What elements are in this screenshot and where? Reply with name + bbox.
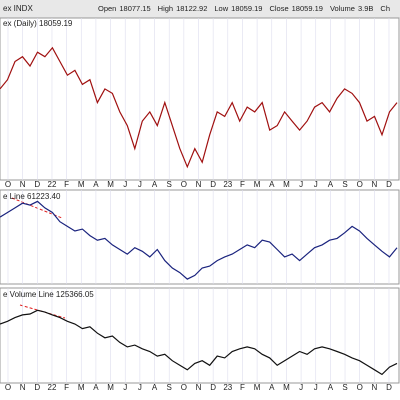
x-tick-label: O: [181, 180, 187, 189]
x-tick-label: A: [269, 180, 275, 189]
x-tick-label: J: [314, 383, 318, 392]
x-tick-label: S: [167, 180, 172, 189]
x-tick-label: A: [328, 383, 334, 392]
x-tick-label: N: [20, 180, 26, 189]
x-tick-label: J: [138, 383, 142, 392]
x-tick-label: 22: [48, 180, 57, 189]
panel-frame: [0, 189, 400, 285]
panel-title: ex INDX: [3, 4, 33, 13]
header-bar: [0, 0, 400, 18]
x-tick-label: N: [371, 383, 377, 392]
x-tick-label: O: [357, 180, 363, 189]
x-tick-label: 22: [48, 383, 57, 392]
x-tick-label: D: [386, 383, 392, 392]
x-tick-label: A: [152, 383, 158, 392]
panel-frame: [0, 17, 400, 181]
x-tick-label: N: [196, 180, 202, 189]
field-value: 18059.19: [292, 4, 323, 13]
x-tick-label: J: [299, 383, 303, 392]
x-tick-label: J: [123, 180, 127, 189]
price-line: [0, 309, 398, 376]
trend-line: [11, 197, 63, 219]
price-line: [0, 46, 398, 169]
field-label: Close: [269, 4, 288, 13]
x-tick-label: A: [93, 180, 99, 189]
x-tick-label: M: [254, 383, 261, 392]
x-tick-label: M: [283, 383, 290, 392]
field-value: 18077.15: [119, 4, 150, 13]
field-value: 3.9B: [358, 4, 373, 13]
x-tick-label: F: [240, 180, 245, 189]
x-tick-label: 23: [223, 383, 232, 392]
field-value: 18122.92: [176, 4, 207, 13]
x-tick-label: M: [283, 180, 290, 189]
x-tick-label: S: [342, 383, 347, 392]
x-tick-label: D: [34, 180, 40, 189]
x-tick-label: A: [269, 383, 275, 392]
x-tick-label: M: [107, 383, 114, 392]
x-tick-label: F: [240, 383, 245, 392]
x-tick-label: O: [181, 383, 187, 392]
panel-title: e Line 61223.40: [3, 192, 61, 201]
x-tick-label: A: [93, 383, 99, 392]
field-label: Ch: [380, 4, 390, 13]
x-tick-label: D: [210, 180, 216, 189]
x-tick-label: M: [107, 180, 114, 189]
field-label: Open: [98, 4, 116, 13]
x-tick-label: S: [342, 180, 347, 189]
x-tick-label: M: [78, 180, 85, 189]
field-value: 18059.19: [231, 4, 262, 13]
x-tick-label: D: [34, 383, 40, 392]
x-tick-label: A: [328, 180, 334, 189]
field-label: High: [158, 4, 173, 13]
x-tick-label: O: [5, 383, 11, 392]
x-tick-label: O: [5, 180, 11, 189]
x-tick-label: J: [138, 180, 142, 189]
trend-line: [19, 304, 66, 319]
x-tick-label: N: [20, 383, 26, 392]
x-tick-label: N: [196, 383, 202, 392]
x-tick-label: F: [64, 383, 69, 392]
price-line: [0, 200, 398, 280]
x-tick-label: D: [210, 383, 216, 392]
panel-frame: [0, 287, 400, 384]
x-tick-label: D: [386, 180, 392, 189]
x-tick-label: A: [152, 180, 158, 189]
x-tick-label: N: [371, 180, 377, 189]
x-tick-label: 23: [223, 180, 232, 189]
x-tick-label: J: [299, 180, 303, 189]
x-tick-label: F: [64, 180, 69, 189]
field-label: Volume: [330, 4, 355, 13]
field-label: Low: [214, 4, 228, 13]
x-tick-label: M: [254, 180, 261, 189]
x-tick-label: M: [78, 383, 85, 392]
x-tick-label: S: [167, 383, 172, 392]
x-tick-label: O: [357, 383, 363, 392]
x-tick-label: J: [314, 180, 318, 189]
x-tick-label: J: [123, 383, 127, 392]
panel-subtitle: ex (Daily) 18059.19: [3, 19, 73, 28]
panel-title: e Volume Line 125366.05: [3, 290, 94, 299]
header: Open 18077.15 High 18122.92 Low 18059.19 Close…: [98, 4, 390, 13]
